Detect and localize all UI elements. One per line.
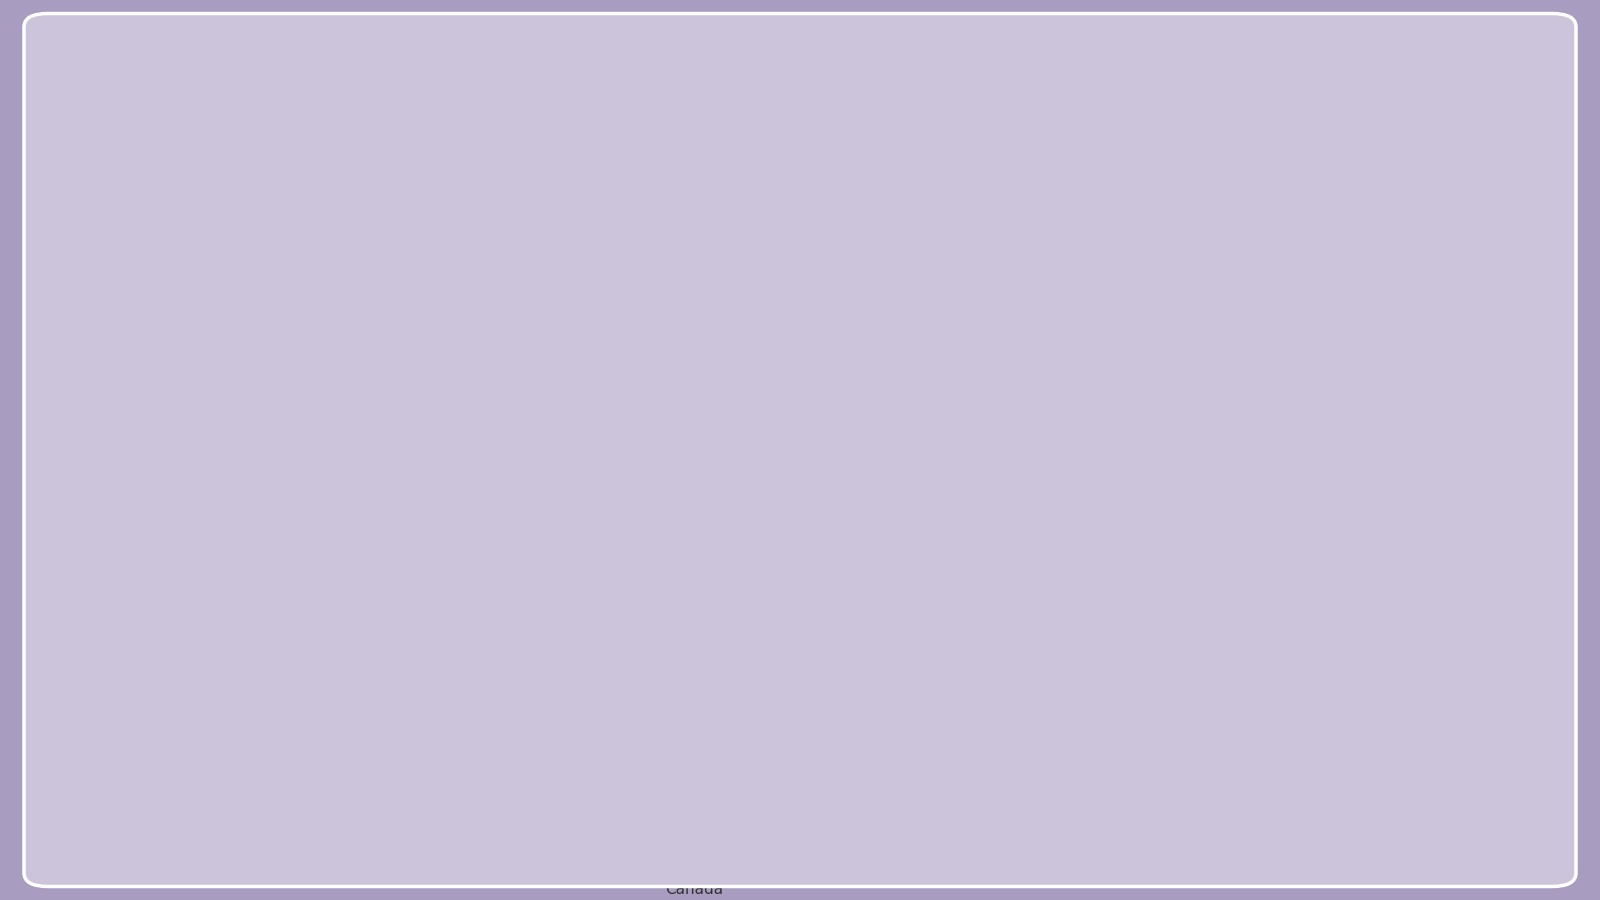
Wedge shape [448, 264, 722, 731]
Polygon shape [661, 414, 674, 422]
Wedge shape [310, 126, 808, 868]
Text: 6.2% increase amounts to
₹1,06,242: 6.2% increase amounts to ₹1,06,242 [75, 524, 330, 570]
Text: Comparing Germany’s Immediate Funds Increase
to Other Top Destinations: Comparing Germany’s Immediate Funds Incr… [222, 109, 1378, 206]
Text: Australia: Australia [730, 80, 870, 108]
Text: France: France [75, 314, 179, 342]
Wedge shape [592, 530, 658, 594]
Text: Canada: Canada [1410, 314, 1525, 342]
Text: Ireland: Ireland [1414, 483, 1525, 511]
Text: Canada: Canada [666, 882, 723, 897]
Polygon shape [672, 833, 690, 842]
Text: France: France [571, 323, 622, 338]
Text: Germany: Germany [472, 478, 542, 493]
Text: 42.9% increase amounts to
₹2,64,840: 42.9% increase amounts to ₹2,64,840 [1258, 524, 1525, 570]
Polygon shape [763, 745, 781, 757]
Wedge shape [578, 488, 624, 549]
Circle shape [606, 422, 755, 572]
Text: Germany: Germany [75, 483, 216, 511]
Text: Ireland: Ireland [819, 773, 872, 788]
Wedge shape [379, 196, 784, 798]
Wedge shape [578, 395, 669, 491]
Text: 106.4% increase amounts to
₹5,53,060: 106.4% increase amounts to ₹5,53,060 [1246, 355, 1525, 400]
Polygon shape [654, 355, 670, 364]
Text: 💰: 💰 [664, 478, 698, 536]
Polygon shape [757, 308, 773, 320]
Text: 23.0% increase amounts to
₹98,316: 23.0% increase amounts to ₹98,316 [75, 355, 342, 400]
Text: 41.1% increase amounts to
₹16,06,285: 41.1% increase amounts to ₹16,06,285 [666, 112, 934, 157]
Wedge shape [515, 333, 670, 662]
Text: Australia: Australia [797, 270, 866, 285]
